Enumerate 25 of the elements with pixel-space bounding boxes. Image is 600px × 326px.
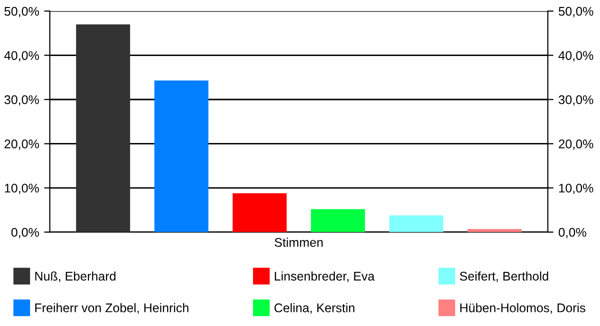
bar [468,229,522,232]
bar [310,209,365,232]
text: 10,0% [559,184,594,194]
y-tick-label: 0,0% [11,228,39,238]
bar [154,80,208,232]
bar [389,215,444,232]
y-tick-label: 30,0% [4,95,39,106]
legend-label: Hüben-Holomos, Doris [460,303,586,314]
legend-label: Nuß, Eberhard [35,271,116,282]
y-tick-label: 20,0% [4,140,39,150]
legend-label: Celina, Kerstin [274,303,354,314]
text: 30,0% [558,95,594,106]
bar [76,24,130,232]
legend-label: Linsenbreder, Eva [274,271,375,282]
legend-label: Seifert, Berthold [460,271,548,282]
text: 0,0% [558,228,586,238]
bar [232,193,287,232]
y-tick-label: 40,0% [4,51,39,62]
y-tick-label: 10,0% [4,184,39,194]
y-tick-label: 50,0% [4,6,39,18]
text: 40,0% [558,51,594,62]
x-tick-label: Stimmen [274,238,323,247]
legend-label: Freiherr von Zobel, Heinrich [35,303,188,314]
text: 50,0% [558,6,594,18]
text: 20,0% [558,140,594,150]
